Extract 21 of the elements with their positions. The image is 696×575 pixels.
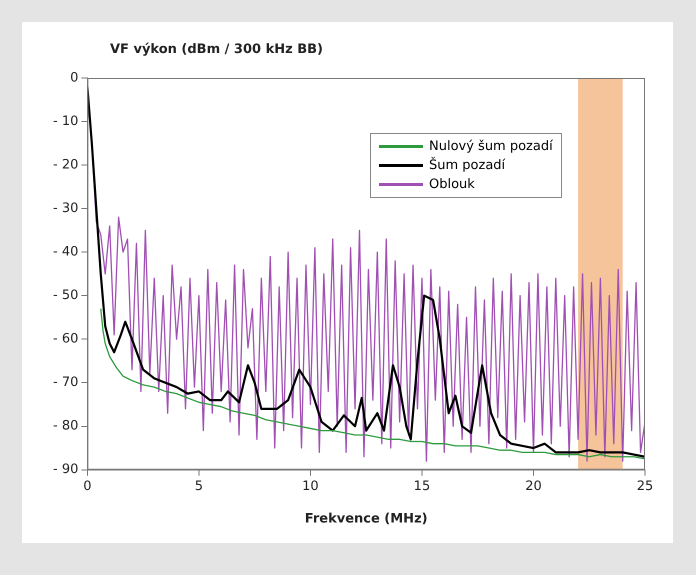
y-tick-label: - 10 — [52, 114, 78, 129]
y-tick-label: 0 — [70, 70, 78, 86]
y-tick-label: - 60 — [52, 332, 78, 347]
y-tick-label: - 50 — [52, 288, 78, 304]
x-axis-title: Frekvence (MHz) — [304, 512, 428, 527]
y-tick-label: - 90 — [52, 462, 78, 478]
legend-label: Oblouk — [429, 177, 475, 192]
y-tick-label: - 70 — [52, 375, 78, 390]
y-tick-label: - 80 — [52, 418, 78, 434]
x-tick-label: 10 — [302, 478, 319, 494]
y-tick-label: - 40 — [52, 244, 78, 260]
x-tick-label: 5 — [194, 478, 204, 494]
x-tick-label: 20 — [525, 478, 542, 494]
y-axis-title: VF výkon (dBm / 300 kHz BB) — [110, 42, 323, 57]
legend-label: Šum pozadí — [429, 158, 506, 173]
x-tick-label: 0 — [83, 478, 92, 494]
y-tick-label: - 30 — [52, 200, 78, 216]
y-tick-label: - 20 — [52, 157, 78, 172]
x-tick-label: 15 — [414, 478, 430, 494]
legend-label: Nulový šum pozadí — [429, 139, 553, 154]
x-tick-label: 25 — [636, 478, 654, 494]
